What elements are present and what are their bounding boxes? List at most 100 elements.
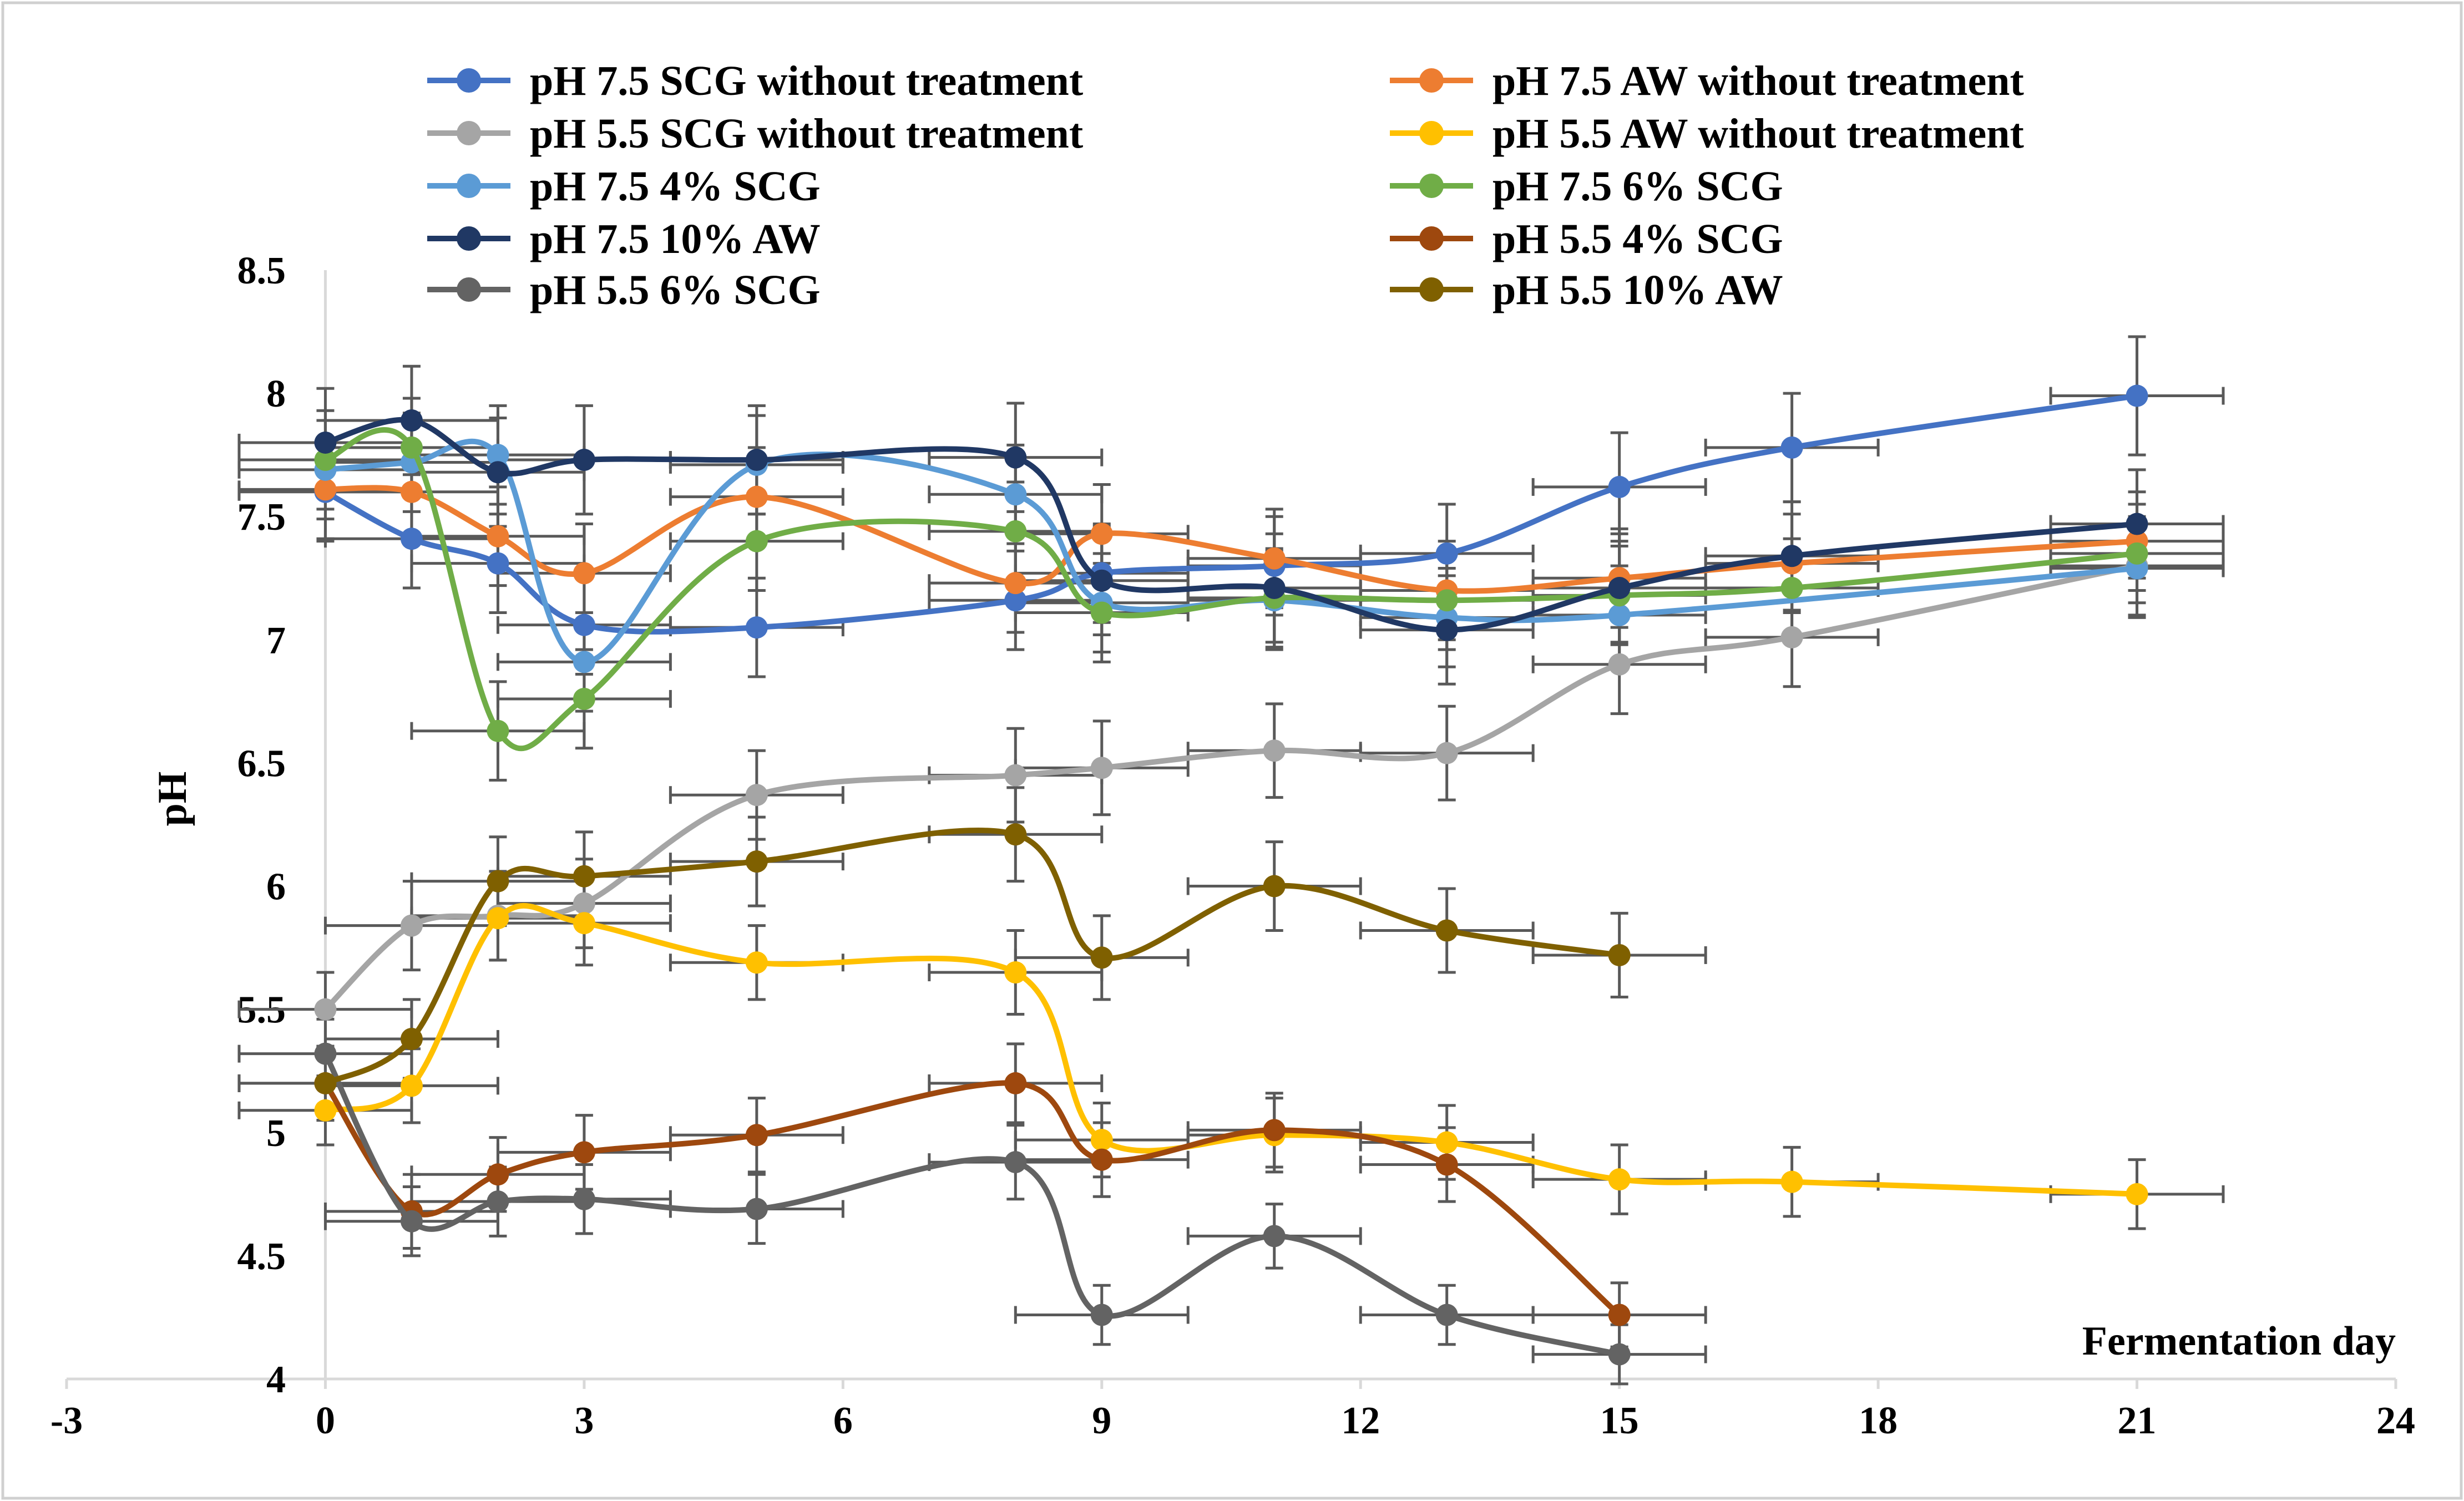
data-point — [1263, 1119, 1286, 1142]
data-point — [1004, 589, 1027, 612]
data-point — [2126, 384, 2148, 407]
data-point — [1263, 875, 1286, 897]
y-tick-label: 7 — [266, 619, 286, 662]
data-point — [1004, 961, 1027, 984]
legend-label: pH 7.5 10% AW — [530, 216, 821, 262]
data-point — [1004, 572, 1027, 595]
legend-label: pH 7.5 4% SCG — [530, 163, 821, 210]
series-line — [322, 1080, 1622, 1318]
data-point — [314, 1072, 337, 1094]
x-tick-label: 18 — [1859, 1399, 1898, 1442]
data-point — [1004, 764, 1027, 787]
legend-swatch-marker — [1419, 277, 1444, 302]
data-point — [314, 449, 337, 471]
y-tick-label: 7.5 — [237, 496, 286, 539]
data-point — [314, 1099, 337, 1122]
data-point — [1435, 589, 1458, 612]
data-point — [1435, 542, 1458, 565]
data-point — [1608, 577, 1631, 600]
data-point — [1263, 577, 1286, 600]
series-7 — [314, 409, 2148, 641]
data-point — [745, 784, 768, 807]
data-point — [1608, 1343, 1631, 1366]
y-tick-label: 5 — [266, 1112, 286, 1155]
data-point — [400, 436, 423, 459]
legend-swatch-marker — [457, 174, 481, 198]
legend-swatch-marker — [457, 226, 481, 251]
legend-swatch-marker — [1419, 174, 1444, 198]
legend-item: pH 5.5 AW without treatment — [1390, 110, 2024, 157]
data-point — [1435, 1131, 1458, 1154]
legend-item: pH 5.5 10% AW — [1390, 267, 1783, 313]
data-point — [1090, 1148, 1113, 1171]
data-point — [1004, 1151, 1027, 1174]
data-point — [745, 1198, 768, 1220]
data-point — [2126, 542, 2148, 565]
legend-item: pH 7.5 4% SCG — [427, 163, 821, 210]
data-point — [573, 912, 595, 935]
legend-item: pH 7.5 SCG without treatment — [427, 58, 1083, 104]
data-point — [573, 1141, 595, 1164]
y-axis-title: pH — [150, 772, 195, 826]
x-tick-label: -3 — [50, 1399, 83, 1442]
data-point — [314, 1042, 337, 1065]
data-point — [1780, 545, 1803, 567]
data-point — [314, 478, 337, 501]
legend-swatch-marker — [1419, 68, 1444, 93]
data-point — [487, 552, 509, 575]
legend-label: pH 7.5 AW without treatment — [1492, 58, 2024, 104]
series-line — [322, 427, 2140, 752]
data-point — [1004, 446, 1027, 469]
legend-item: pH 7.5 AW without treatment — [1390, 58, 2024, 104]
x-tick-label: 6 — [833, 1399, 853, 1442]
legend-item: pH 5.5 6% SCG — [427, 267, 821, 313]
data-point — [1608, 475, 1631, 498]
data-point — [1435, 742, 1458, 764]
data-point — [573, 892, 595, 915]
data-point — [573, 651, 595, 673]
y-tick-label: 6 — [266, 866, 286, 909]
data-point — [1090, 601, 1113, 624]
data-point — [745, 485, 768, 508]
data-point — [1004, 483, 1027, 506]
data-point — [573, 562, 595, 585]
data-point — [745, 449, 768, 471]
data-point — [1435, 1153, 1458, 1176]
data-point — [745, 951, 768, 974]
series-3 — [314, 555, 2148, 1021]
legend-swatch-marker — [457, 68, 481, 93]
data-point — [745, 530, 768, 552]
data-point — [1435, 1304, 1458, 1326]
data-point — [1090, 946, 1113, 969]
data-point — [487, 444, 509, 466]
legend-label: pH 5.5 10% AW — [1492, 267, 1783, 313]
data-point — [745, 616, 768, 639]
legend-swatch-marker — [457, 121, 481, 145]
data-point — [1090, 1129, 1113, 1152]
data-point — [745, 850, 768, 873]
data-point — [573, 449, 595, 471]
series-6 — [314, 427, 2148, 752]
x-tick-label: 24 — [2376, 1399, 2415, 1442]
series-line — [322, 827, 1622, 1086]
data-point — [487, 719, 509, 742]
x-tick-label: 21 — [2118, 1399, 2157, 1442]
data-point — [573, 1188, 595, 1210]
data-point — [314, 431, 337, 454]
data-point — [1263, 547, 1286, 570]
data-point — [487, 907, 509, 930]
data-point — [1090, 523, 1113, 545]
data-point — [400, 409, 423, 432]
data-point — [1435, 618, 1458, 641]
legend-label: pH 5.5 SCG without treatment — [530, 110, 1083, 157]
y-tick-label: 8 — [266, 373, 286, 415]
x-axis-title: Fermentation day — [2082, 1319, 2396, 1364]
data-point — [1263, 739, 1286, 762]
data-point — [1608, 1304, 1631, 1326]
data-point — [400, 480, 423, 503]
data-point — [1608, 944, 1631, 966]
data-point — [400, 528, 423, 550]
legend: pH 7.5 SCG without treatment pH 7.5 AW wi… — [427, 58, 2024, 313]
legend-item: pH 7.5 6% SCG — [1390, 163, 1783, 210]
